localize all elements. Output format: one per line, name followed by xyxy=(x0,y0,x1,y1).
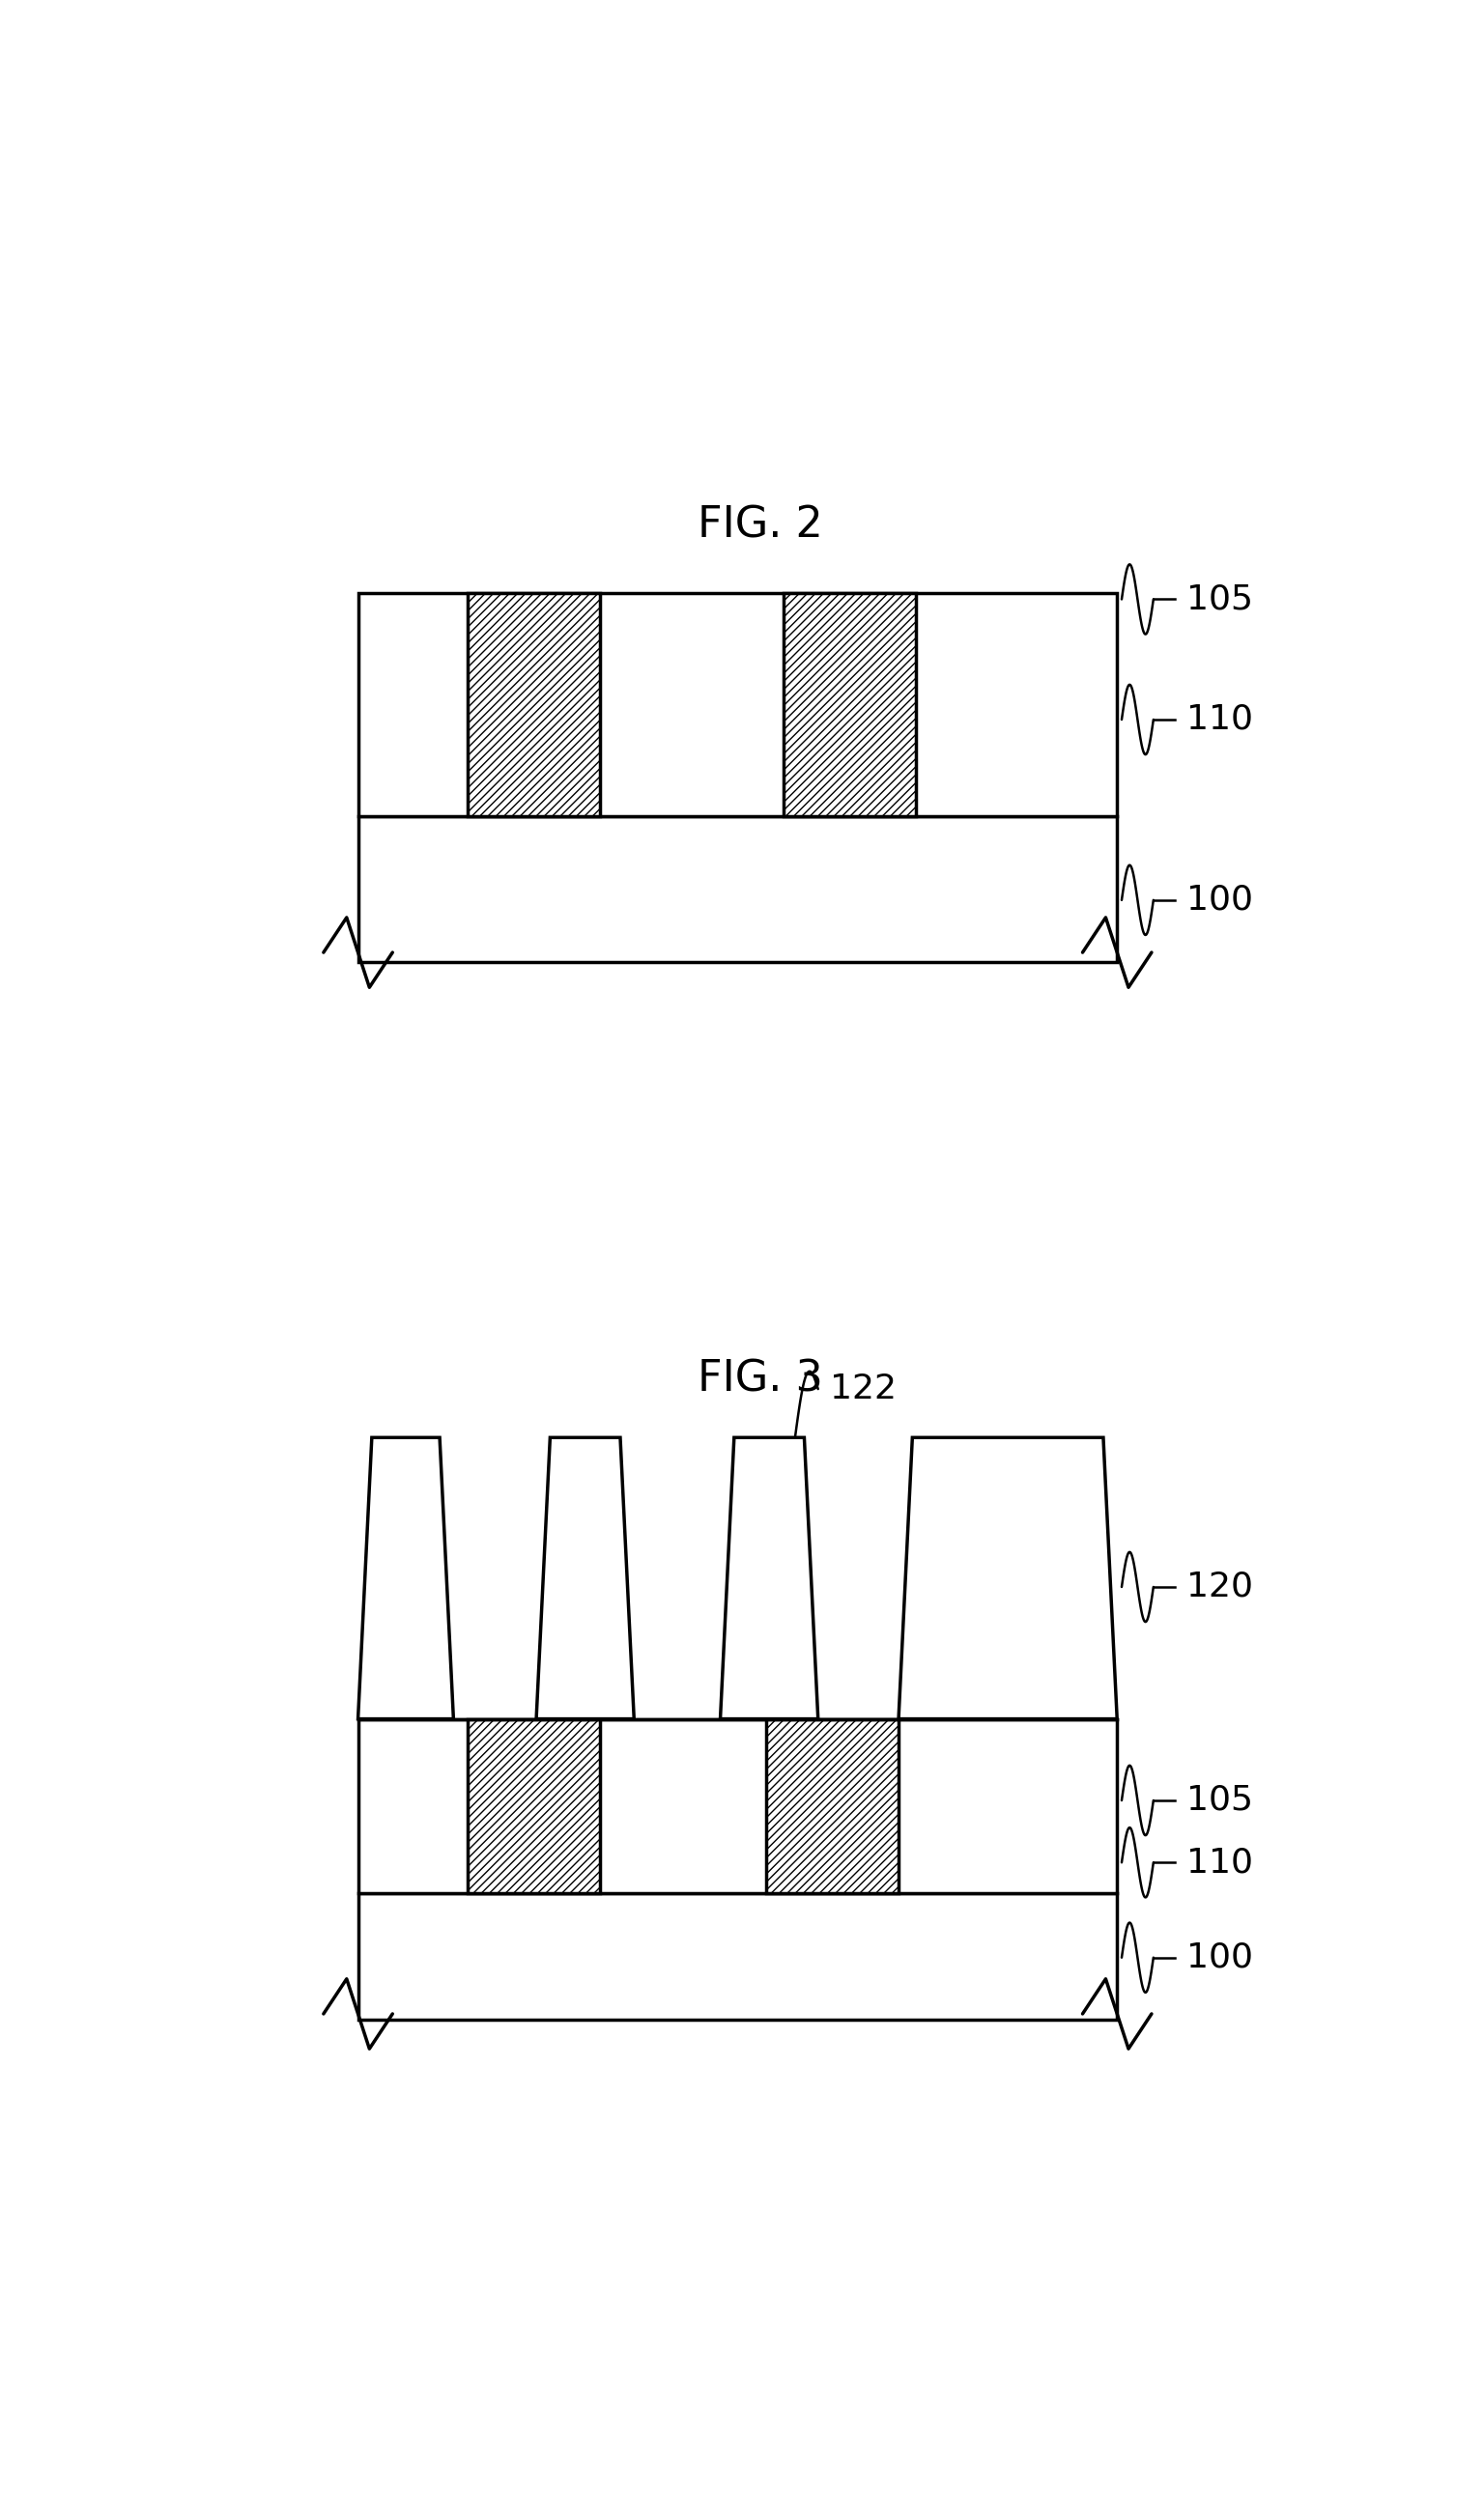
Bar xyxy=(358,816,1117,963)
Text: 122: 122 xyxy=(830,1373,896,1406)
Polygon shape xyxy=(720,1436,818,1719)
Text: 110: 110 xyxy=(1186,1847,1252,1880)
Text: 100: 100 xyxy=(1186,885,1252,917)
Text: FIG. 3: FIG. 3 xyxy=(697,1358,824,1401)
Polygon shape xyxy=(358,1436,454,1719)
Text: 105: 105 xyxy=(1186,1784,1252,1817)
Text: FIG. 2: FIG. 2 xyxy=(697,504,824,547)
Bar xyxy=(358,1719,1117,1893)
Bar xyxy=(784,592,916,816)
Bar xyxy=(467,1719,600,1893)
Bar xyxy=(467,592,600,816)
Text: 110: 110 xyxy=(1186,703,1252,736)
Bar xyxy=(358,592,1117,816)
Bar xyxy=(766,1719,898,1893)
Polygon shape xyxy=(898,1436,1117,1719)
Polygon shape xyxy=(536,1436,634,1719)
Text: 120: 120 xyxy=(1186,1570,1252,1603)
Text: 100: 100 xyxy=(1186,1940,1252,1973)
Text: 105: 105 xyxy=(1186,582,1252,615)
Bar xyxy=(358,1893,1117,2019)
